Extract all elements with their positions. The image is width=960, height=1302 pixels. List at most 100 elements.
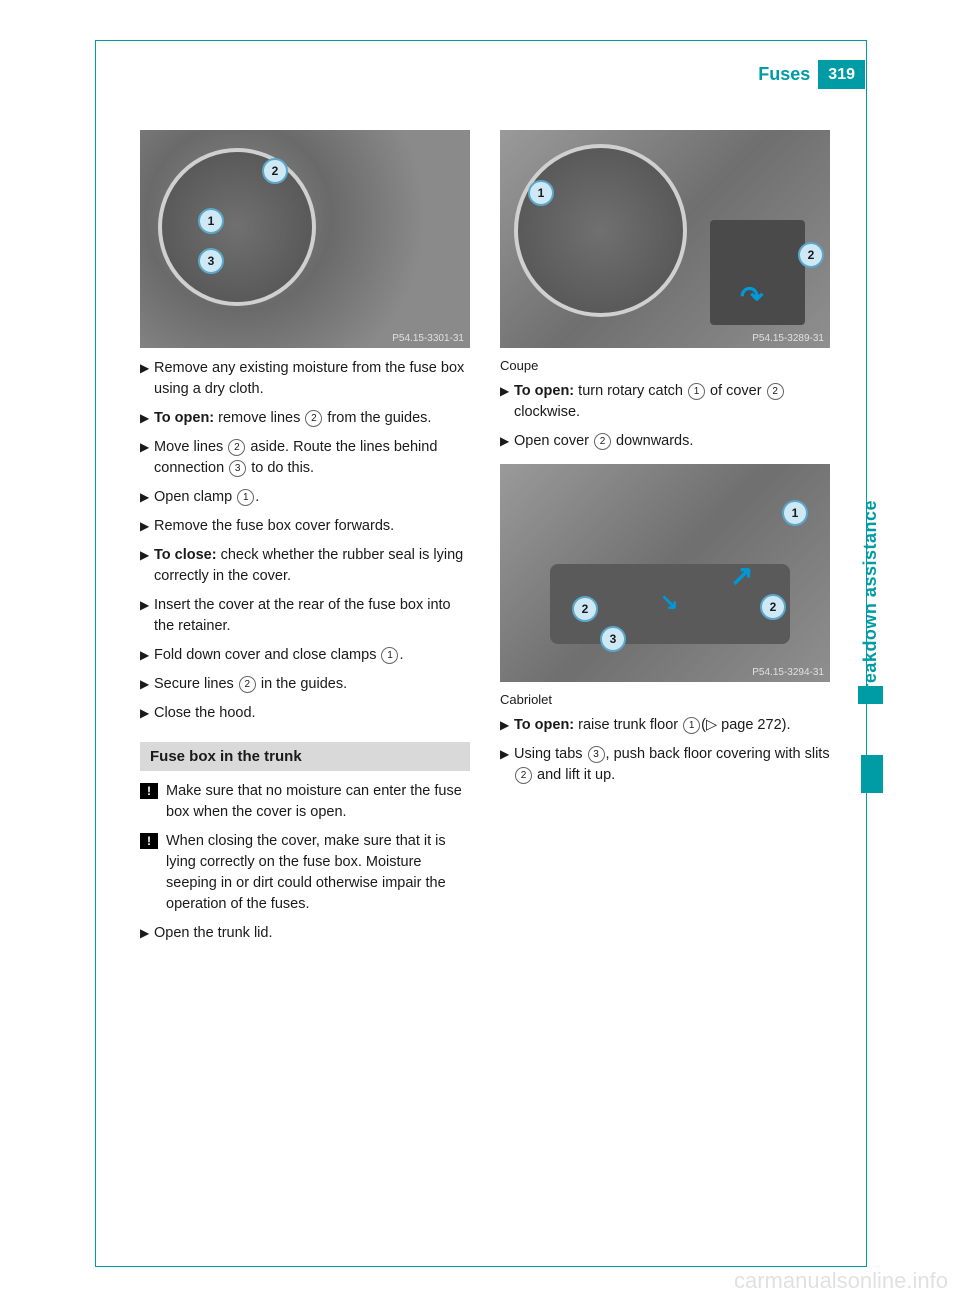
step-text: Close the hood.	[154, 703, 470, 724]
step-item: ▶Remove any existing moisture from the f…	[140, 358, 470, 400]
step-text: Remove the fuse box cover forwards.	[154, 516, 470, 537]
step-text: Remove any existing moisture from the fu…	[154, 358, 470, 400]
step-bold: To open:	[514, 717, 574, 733]
step-fragment: Secure lines	[154, 676, 238, 692]
step-marker-icon: ▶	[140, 437, 154, 456]
step-item: ▶Close the hood.	[140, 703, 470, 724]
step-item: ▶Move lines 2 aside. Route the lines beh…	[140, 437, 470, 479]
step-item: ▶Using tabs 3, push back floor covering …	[500, 744, 830, 786]
step-fragment: Open clamp	[154, 489, 236, 505]
note-text: When closing the cover, make sure that i…	[166, 831, 470, 915]
step-item: ▶Fold down cover and close clamps 1.	[140, 645, 470, 666]
step-fragment: Move lines	[154, 439, 227, 455]
step-text: To close: check whether the rubber seal …	[154, 545, 470, 587]
arrow-icon: ↘	[660, 589, 678, 615]
content-area: 1 2 3 P54.15-3301-31 ▶Remove any existin…	[140, 130, 830, 952]
step-text: To open: remove lines 2 from the guides.	[154, 408, 470, 429]
step-fragment: in the guides.	[257, 676, 347, 692]
step-fragment: raise trunk floor	[574, 717, 682, 733]
ref-circle: 2	[239, 676, 256, 693]
callout-3: 3	[198, 248, 224, 274]
step-item: ▶Remove the fuse box cover forwards.	[140, 516, 470, 537]
left-column: 1 2 3 P54.15-3301-31 ▶Remove any existin…	[140, 130, 470, 952]
figure-code: P54.15-3289-31	[752, 333, 824, 344]
step-fragment: (▷ page 272).	[701, 717, 790, 733]
arrow-icon: ↷	[740, 280, 763, 313]
step-marker-icon: ▶	[140, 487, 154, 506]
step-marker-icon: ▶	[500, 715, 514, 734]
step-fragment: to do this.	[247, 460, 314, 476]
ref-circle: 1	[237, 489, 254, 506]
step-text: Move lines 2 aside. Route the lines behi…	[154, 437, 470, 479]
callout-1: 1	[782, 500, 808, 526]
step-text: To open: turn rotary catch 1 of cover 2 …	[514, 381, 830, 423]
figure-caption: Cabriolet	[500, 692, 830, 707]
figure-code: P54.15-3294-31	[752, 667, 824, 678]
ref-circle: 1	[688, 383, 705, 400]
step-item: ▶Open the trunk lid.	[140, 923, 470, 944]
callout-2b: 2	[760, 594, 786, 620]
ref-circle: 3	[229, 460, 246, 477]
step-marker-icon: ▶	[140, 923, 154, 942]
callout-1: 1	[198, 208, 224, 234]
step-text: Open the trunk lid.	[154, 923, 470, 944]
step-item: ▶To close: check whether the rubber seal…	[140, 545, 470, 587]
caution-icon: !	[140, 783, 158, 799]
figure-code: P54.15-3301-31	[392, 333, 464, 344]
step-item: ▶Secure lines 2 in the guides.	[140, 674, 470, 695]
step-text: Fold down cover and close clamps 1.	[154, 645, 470, 666]
step-fragment: downwards.	[612, 433, 693, 449]
figure-lens	[514, 144, 687, 317]
step-text: To open: raise trunk floor 1(▷ page 272)…	[514, 715, 830, 736]
ref-circle: 2	[594, 433, 611, 450]
step-text: Using tabs 3, push back floor covering w…	[514, 744, 830, 786]
step-fragment: , push back floor covering with slits	[606, 746, 830, 762]
step-item: ▶Open clamp 1.	[140, 487, 470, 508]
callout-1: 1	[528, 180, 554, 206]
arrow-icon: ↗	[730, 559, 753, 592]
side-tab-block	[861, 755, 883, 793]
side-tab: Breakdown assistance	[858, 480, 883, 704]
note-item: !When closing the cover, make sure that …	[140, 831, 470, 915]
side-label: Breakdown assistance	[858, 480, 883, 704]
step-item: ▶To open: remove lines 2 from the guides…	[140, 408, 470, 429]
section-title: Fuses	[750, 60, 818, 89]
callout-3: 3	[600, 626, 626, 652]
note-text: Make sure that no moisture can enter the…	[166, 781, 470, 823]
step-marker-icon: ▶	[140, 545, 154, 564]
step-bold: To open:	[514, 383, 574, 399]
step-fragment: turn rotary catch	[574, 383, 687, 399]
step-text: Insert the cover at the rear of the fuse…	[154, 595, 470, 637]
step-fragment: from the guides.	[323, 410, 431, 426]
figure-lens	[158, 148, 316, 306]
step-marker-icon: ▶	[140, 674, 154, 693]
step-marker-icon: ▶	[140, 408, 154, 427]
callout-2: 2	[798, 242, 824, 268]
ref-circle: 2	[305, 410, 322, 427]
step-fragment: Open cover	[514, 433, 593, 449]
step-marker-icon: ▶	[140, 645, 154, 664]
subheading-fusebox-trunk: Fuse box in the trunk	[140, 742, 470, 771]
step-text: Open clamp 1.	[154, 487, 470, 508]
step-fragment: and lift it up.	[533, 767, 615, 783]
step-fragment: clockwise.	[514, 404, 580, 420]
step-marker-icon: ▶	[500, 381, 514, 400]
step-marker-icon: ▶	[140, 703, 154, 722]
ref-circle: 1	[381, 647, 398, 664]
step-marker-icon: ▶	[140, 516, 154, 535]
figure-trunk-coupe: ↷ 1 2 P54.15-3289-31	[500, 130, 830, 348]
figure-trunk-cabriolet: ↗ ↘ 1 2 2 3 P54.15-3294-31	[500, 464, 830, 682]
step-fragment: .	[255, 489, 259, 505]
step-fragment: Using tabs	[514, 746, 587, 762]
step-marker-icon: ▶	[140, 595, 154, 614]
step-item: ▶Open cover 2 downwards.	[500, 431, 830, 452]
ref-circle: 2	[515, 767, 532, 784]
step-marker-icon: ▶	[500, 744, 514, 763]
ref-circle: 2	[228, 439, 245, 456]
note-item: ! Make sure that no moisture can enter th…	[140, 781, 470, 823]
watermark: carmanualsonline.info	[734, 1268, 948, 1294]
step-fragment: of cover	[706, 383, 766, 399]
figure-caption: Coupe	[500, 358, 830, 373]
step-item: ▶To open: turn rotary catch 1 of cover 2…	[500, 381, 830, 423]
right-column: ↷ 1 2 P54.15-3289-31 Coupe ▶To open: tur…	[500, 130, 830, 952]
